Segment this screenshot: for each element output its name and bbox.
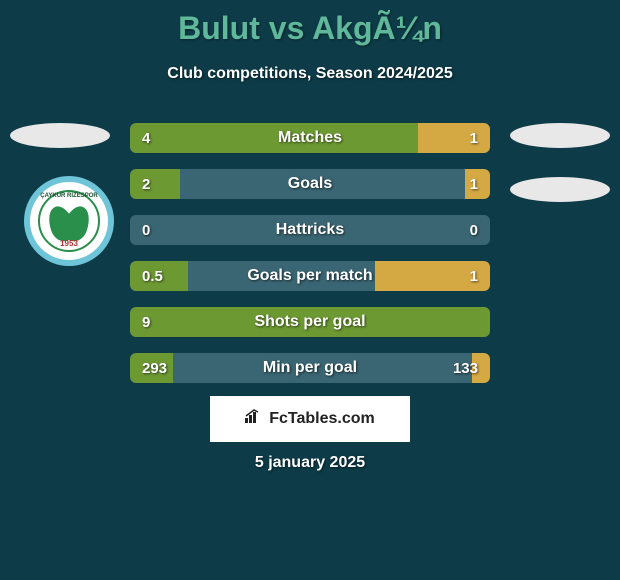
team-right-slot-2 (510, 177, 610, 202)
team-right-slot-1 (510, 123, 610, 148)
stat-value-right: 1 (470, 123, 478, 153)
stat-value-right: 1 (470, 261, 478, 291)
stat-value-right: 0 (470, 215, 478, 245)
date-label: 5 january 2025 (0, 454, 620, 472)
club-badge-inner: ÇAYKUR RİZESPOR 1953 (38, 190, 100, 252)
stat-label: Goals (130, 169, 490, 199)
chart-icon (245, 409, 263, 428)
stats-bars: 4Matches1 2Goals1 0Hattricks0 0.5Goals per … (130, 123, 490, 399)
club-badge: ÇAYKUR RİZESPOR 1953 (24, 176, 114, 266)
team-left-slot (10, 123, 110, 148)
badge-club-name: ÇAYKUR RİZESPOR (40, 193, 98, 199)
watermark: FcTables.com (210, 396, 410, 442)
stat-label: Shots per goal (130, 307, 490, 337)
stat-label: Min per goal (130, 353, 490, 383)
badge-year: 1953 (40, 239, 98, 248)
stat-value-right: 1 (470, 169, 478, 199)
stat-row: 9Shots per goal (130, 307, 490, 337)
stat-row: 2Goals1 (130, 169, 490, 199)
stat-label: Goals per match (130, 261, 490, 291)
watermark-text: FcTables.com (269, 410, 375, 428)
stat-value-right: 133 (453, 353, 478, 383)
stat-row: 293Min per goal133 (130, 353, 490, 383)
stat-label: Matches (130, 123, 490, 153)
subtitle: Club competitions, Season 2024/2025 (0, 65, 620, 83)
stat-label: Hattricks (130, 215, 490, 245)
page-title: Bulut vs AkgÃ¼n (0, 0, 620, 47)
stat-row: 0Hattricks0 (130, 215, 490, 245)
stat-row: 4Matches1 (130, 123, 490, 153)
stat-row: 0.5Goals per match1 (130, 261, 490, 291)
